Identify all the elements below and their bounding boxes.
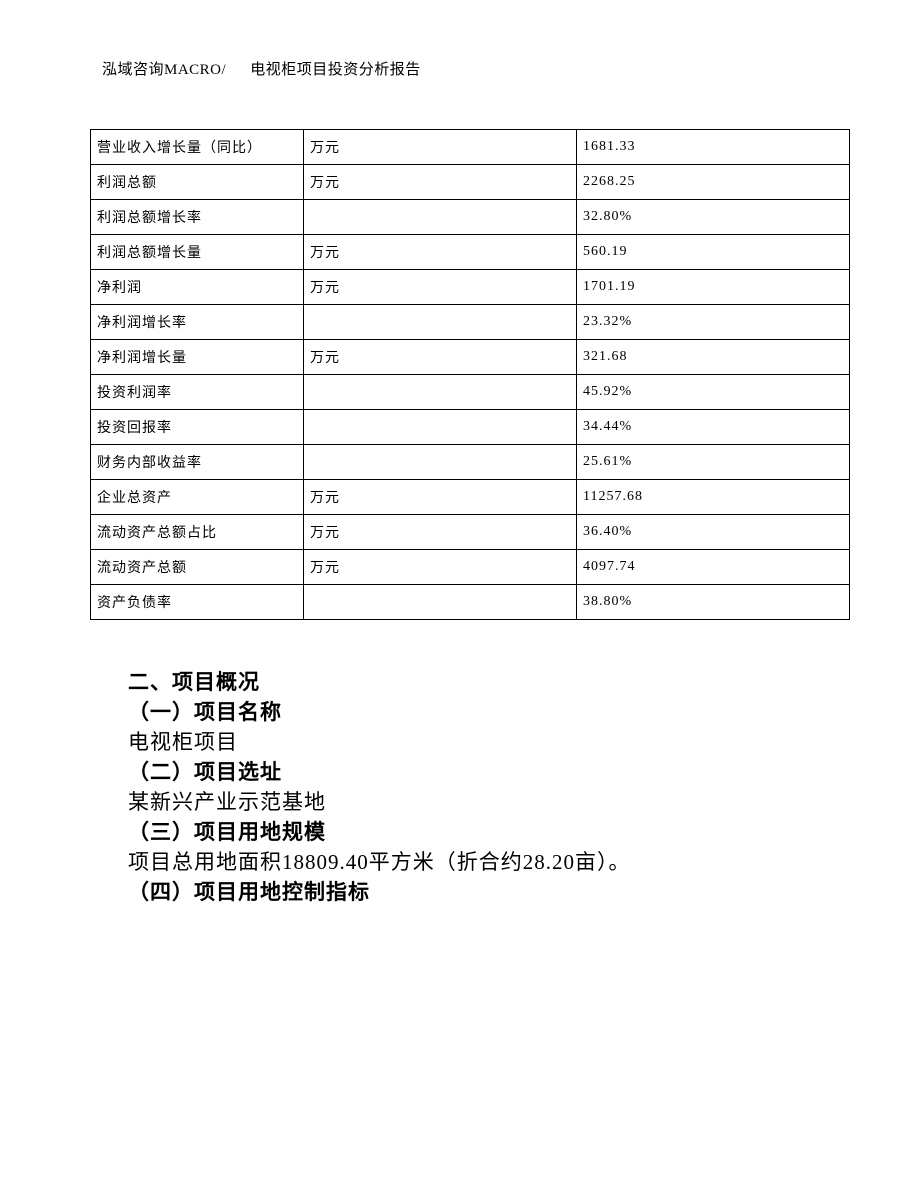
table-row: 利润总额 万元 2268.25 [91, 165, 850, 200]
unit-cell: 万元 [304, 515, 577, 550]
value-cell: 45.92% [577, 375, 850, 410]
value-cell: 560.19 [577, 235, 850, 270]
table-row: 营业收入增长量（同比） 万元 1681.33 [91, 130, 850, 165]
value-cell: 2268.25 [577, 165, 850, 200]
value-cell: 321.68 [577, 340, 850, 375]
subsection-3-title: （三）项目用地规模 [128, 816, 810, 846]
unit-cell: 万元 [304, 235, 577, 270]
table-row: 利润总额增长量 万元 560.19 [91, 235, 850, 270]
value-cell: 32.80% [577, 200, 850, 235]
table-row: 利润总额增长率 32.80% [91, 200, 850, 235]
value-cell: 11257.68 [577, 480, 850, 515]
financial-table-body: 营业收入增长量（同比） 万元 1681.33 利润总额 万元 2268.25 利… [91, 130, 850, 620]
metric-cell: 利润总额增长量 [91, 235, 304, 270]
unit-cell [304, 585, 577, 620]
header-right: 电视柜项目投资分析报告 [250, 62, 421, 78]
table-row: 流动资产总额占比 万元 36.40% [91, 515, 850, 550]
metric-cell: 流动资产总额占比 [91, 515, 304, 550]
table-row: 流动资产总额 万元 4097.74 [91, 550, 850, 585]
unit-cell: 万元 [304, 270, 577, 305]
value-cell: 4097.74 [577, 550, 850, 585]
metric-cell: 净利润增长率 [91, 305, 304, 340]
value-cell: 1681.33 [577, 130, 850, 165]
table-row: 资产负债率 38.80% [91, 585, 850, 620]
unit-cell: 万元 [304, 480, 577, 515]
section-heading-2: 二、项目概况 [128, 666, 810, 696]
content-section: 二、项目概况 （一）项目名称 电视柜项目 （二）项目选址 某新兴产业示范基地 （… [128, 666, 810, 906]
subsection-2-body: 某新兴产业示范基地 [128, 786, 810, 816]
page-header: 泓域咨询MACRO/电视柜项目投资分析报告 [102, 58, 830, 79]
metric-cell: 财务内部收益率 [91, 445, 304, 480]
unit-cell: 万元 [304, 165, 577, 200]
unit-cell: 万元 [304, 550, 577, 585]
metric-cell: 流动资产总额 [91, 550, 304, 585]
metric-cell: 企业总资产 [91, 480, 304, 515]
value-cell: 25.61% [577, 445, 850, 480]
subsection-1-body: 电视柜项目 [128, 726, 810, 756]
unit-cell: 万元 [304, 340, 577, 375]
table-row: 企业总资产 万元 11257.68 [91, 480, 850, 515]
table-row: 净利润增长量 万元 321.68 [91, 340, 850, 375]
metric-cell: 资产负债率 [91, 585, 304, 620]
value-cell: 23.32% [577, 305, 850, 340]
metric-cell: 净利润增长量 [91, 340, 304, 375]
metric-cell: 营业收入增长量（同比） [91, 130, 304, 165]
subsection-1-title: （一）项目名称 [128, 696, 810, 726]
table-row: 财务内部收益率 25.61% [91, 445, 850, 480]
header-left: 泓域咨询MACRO/ [102, 62, 226, 78]
unit-cell [304, 445, 577, 480]
subsection-3-body: 项目总用地面积18809.40平方米（折合约28.20亩）。 [128, 846, 810, 876]
metric-cell: 利润总额增长率 [91, 200, 304, 235]
table-row: 净利润 万元 1701.19 [91, 270, 850, 305]
subsection-2-title: （二）项目选址 [128, 756, 810, 786]
metric-cell: 投资回报率 [91, 410, 304, 445]
metric-cell: 净利润 [91, 270, 304, 305]
unit-cell [304, 410, 577, 445]
value-cell: 36.40% [577, 515, 850, 550]
document-page: 泓域咨询MACRO/电视柜项目投资分析报告 营业收入增长量（同比） 万元 168… [0, 0, 920, 1191]
unit-cell: 万元 [304, 130, 577, 165]
subsection-4-title: （四）项目用地控制指标 [128, 876, 810, 906]
value-cell: 34.44% [577, 410, 850, 445]
value-cell: 1701.19 [577, 270, 850, 305]
financial-table: 营业收入增长量（同比） 万元 1681.33 利润总额 万元 2268.25 利… [90, 129, 850, 620]
table-row: 投资回报率 34.44% [91, 410, 850, 445]
table-row: 投资利润率 45.92% [91, 375, 850, 410]
unit-cell [304, 305, 577, 340]
value-cell: 38.80% [577, 585, 850, 620]
metric-cell: 利润总额 [91, 165, 304, 200]
unit-cell [304, 200, 577, 235]
unit-cell [304, 375, 577, 410]
metric-cell: 投资利润率 [91, 375, 304, 410]
table-row: 净利润增长率 23.32% [91, 305, 850, 340]
